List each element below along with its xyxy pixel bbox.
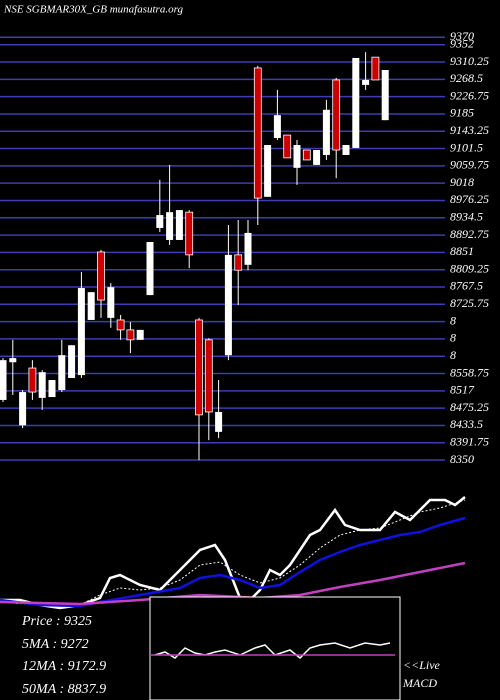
candle-body: [28, 367, 37, 393]
candle-body: [166, 212, 174, 240]
candle-body: [313, 150, 321, 165]
candle-body: [332, 79, 341, 151]
y-tick-label: 9185: [450, 106, 474, 120]
candle-body: [283, 134, 292, 159]
y-tick-label: 9143.25: [450, 123, 489, 137]
candle-body: [371, 56, 380, 81]
candle-body: [68, 345, 76, 378]
y-tick-label: 9370: [450, 29, 474, 43]
candle-body: [322, 109, 330, 155]
candle-body: [0, 360, 7, 400]
candle-body: [146, 242, 154, 296]
y-tick-label: 8: [450, 348, 456, 362]
y-tick-label: 8851: [450, 244, 474, 258]
candle-body: [126, 329, 135, 341]
y-tick-label: 8767.5: [450, 279, 483, 293]
macd-label: MACD: [402, 676, 437, 690]
candle-body: [215, 411, 223, 432]
y-tick-label: 9352: [450, 36, 474, 50]
y-tick-label: 8558.75: [450, 365, 489, 379]
y-tick-label: 8809.25: [450, 261, 489, 275]
y-tick-label: 9101.5: [450, 140, 483, 154]
y-tick-label: 8391.75: [450, 434, 489, 448]
candle-body: [342, 145, 350, 155]
y-tick-label: 8475.25: [450, 400, 489, 414]
info-12ma: 12MA : 9172.9: [22, 659, 106, 674]
y-tick-label: 8: [450, 331, 456, 345]
y-tick-label: 8433.5: [450, 417, 483, 431]
candle-body: [19, 392, 27, 426]
candle-body: [381, 70, 389, 121]
candle-body: [362, 79, 370, 85]
candle-body: [136, 329, 144, 340]
candle-body: [9, 358, 17, 363]
candle-body: [224, 254, 232, 356]
info-price: Price : 9325: [21, 614, 92, 629]
candle-body: [175, 210, 183, 240]
y-tick-label: 8934.5: [450, 210, 483, 224]
macd-box: [149, 596, 401, 700]
y-tick-label: 9226.75: [450, 88, 489, 102]
y-tick-label: 8350: [450, 452, 474, 466]
candle-body: [195, 319, 203, 416]
candle-body: [253, 67, 262, 199]
y-tick-label: 9268.5: [450, 71, 483, 85]
candle-body: [77, 288, 85, 376]
ma-line: [0, 499, 466, 606]
ma-line: [0, 496, 466, 610]
candle-body: [273, 115, 281, 138]
candle-body: [58, 355, 66, 390]
y-tick-label: 9059.75: [450, 158, 489, 172]
y-tick-label: 9018: [450, 175, 474, 189]
info-50ma: 50MA : 8837.9: [22, 682, 106, 697]
candle-body: [116, 319, 125, 331]
candle-body: [38, 372, 46, 398]
candle-body: [48, 380, 56, 398]
candle-body: [204, 339, 213, 413]
candle-body: [97, 251, 105, 301]
y-tick-label: 8892.75: [450, 227, 489, 241]
candle-body: [264, 145, 272, 197]
candle-body: [107, 287, 115, 318]
candle-body: [234, 254, 243, 271]
chart-title: NSE SGBMAR30X_GB munafasutra.org: [3, 4, 183, 16]
y-tick-label: 8: [450, 313, 456, 327]
y-tick-label: 8725.75: [450, 296, 489, 310]
candle-body: [87, 292, 95, 320]
ma-line: [0, 516, 466, 608]
macd-line: [154, 642, 391, 660]
y-tick-label: 9310.25: [450, 54, 489, 68]
candle-body: [156, 215, 164, 228]
candle-body: [244, 232, 252, 265]
candle-body: [302, 149, 311, 161]
candle-body: [185, 211, 194, 256]
live-label: <<Live: [403, 658, 441, 672]
y-tick-label: 8517: [450, 383, 475, 397]
info-5ma: 5MA : 9272: [22, 637, 89, 652]
y-tick-label: 8976.25: [450, 192, 489, 206]
candle-body: [352, 57, 360, 148]
candle-body: [293, 145, 301, 168]
